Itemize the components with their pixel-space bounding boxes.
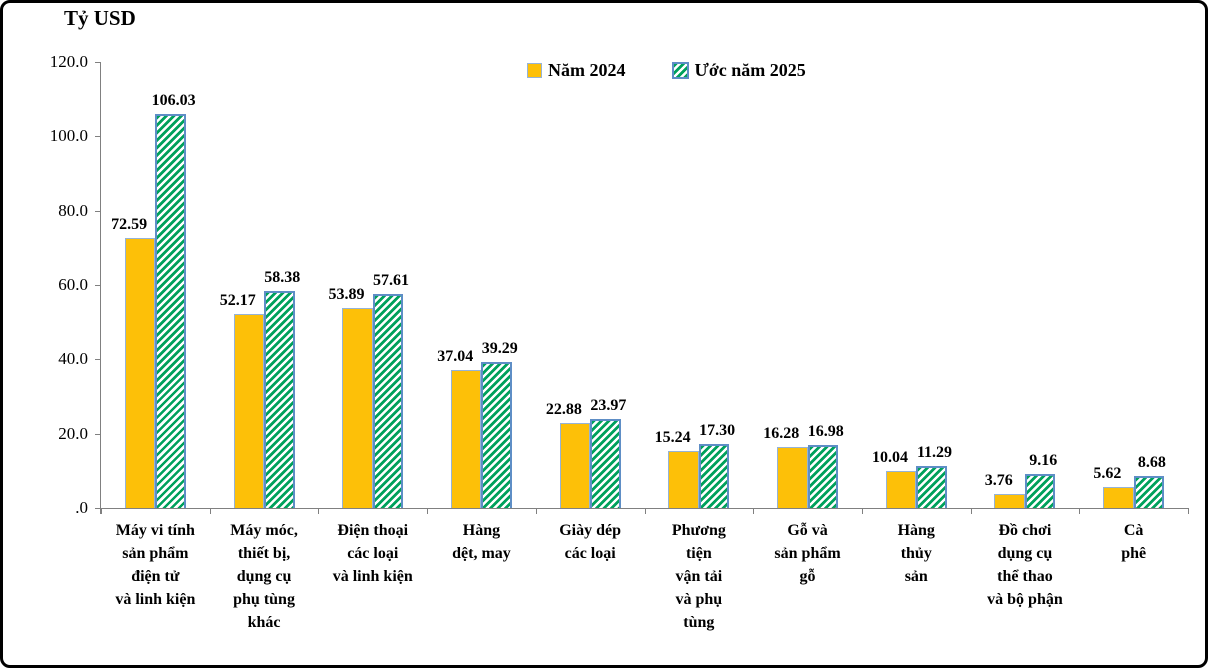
y-tick-label: 40.0 [58, 349, 88, 369]
value-label-2024: 53.89 [328, 285, 365, 303]
value-label-2024: 10.04 [872, 448, 908, 466]
category-label: Điện thoại các loại và linh kiện [332, 522, 413, 585]
y-tick-mark [95, 285, 101, 286]
y-tick-label: 20.0 [58, 423, 88, 443]
legend-label-2024: Năm 2024 [548, 60, 626, 80]
bar-2024 [994, 494, 1025, 508]
y-tick-label: 80.0 [58, 200, 88, 220]
legend-swatch-2025-icon [671, 62, 689, 79]
x-tick-mark [1188, 508, 1189, 514]
chart-title: Tỷ USD [64, 6, 136, 30]
value-label-2025: 58.38 [264, 269, 301, 287]
category-label: Cà phê [1121, 522, 1147, 562]
category-label: Máy vi tính sản phẩm điện tử và linh kiệ… [115, 522, 196, 608]
x-tick-mark [861, 508, 863, 514]
value-label-2025: 17.30 [699, 421, 736, 439]
y-tick-mark [95, 62, 101, 63]
category-label: Giày dép các loại [559, 522, 622, 562]
y-tick-label: .0 [75, 498, 88, 517]
value-label-2024: 52.17 [219, 292, 256, 310]
bar-2024 [1103, 487, 1134, 508]
y-tick-mark [95, 359, 101, 361]
y-tick-label: 100.0 [49, 126, 88, 146]
x-tick-mark [209, 508, 211, 514]
legend-item-2024: Năm 2024 [527, 60, 626, 81]
y-tick-label: 120.0 [49, 52, 88, 71]
value-label-2024: 72.59 [111, 216, 148, 234]
x-tick-mark [644, 508, 646, 514]
value-label-2025: 16.98 [807, 422, 844, 440]
bar-2024 [777, 447, 808, 508]
y-tick-label: 60.0 [58, 275, 88, 294]
legend: Năm 2024 Ước năm 2025 [527, 60, 806, 81]
bar-2025 [155, 113, 186, 508]
value-label-2024: 22.88 [545, 400, 582, 418]
value-label-2024: 15.24 [654, 429, 691, 447]
bar-2025 [807, 444, 839, 508]
value-label-2024: 37.04 [437, 348, 474, 366]
value-label-2025: 8.68 [1137, 453, 1166, 471]
x-tick-mark [753, 508, 755, 514]
x-tick-mark [535, 508, 537, 514]
value-label-2024: 3.76 [984, 472, 1013, 490]
bar-2025 [590, 418, 621, 508]
x-tick-mark [1079, 508, 1081, 514]
value-label-2025: 23.97 [590, 396, 627, 414]
legend-item-2025: Ước năm 2025 [671, 60, 806, 81]
bar-2025 [481, 361, 512, 508]
bar-2024 [233, 314, 265, 508]
bar-2024 [885, 470, 917, 508]
value-label-2025: 39.29 [481, 339, 518, 357]
category-label: Hàng thủy sản [897, 522, 935, 585]
value-label-2024: 5.62 [1093, 465, 1122, 483]
y-tick-mark [95, 508, 101, 509]
category-label: Đồ chơi dụng cụ thể thao và bộ phận [987, 522, 1063, 608]
y-tick-mark [95, 210, 101, 212]
category-label: Máy móc, thiết bị, dụng cụ phụ tùng khác [230, 522, 298, 631]
y-axis-line [100, 62, 101, 514]
value-label-2025: 106.03 [151, 91, 196, 109]
bar-2025 [372, 293, 404, 508]
bar-2024 [450, 370, 482, 508]
bar-2025 [1024, 473, 1056, 508]
value-label-2025: 57.61 [373, 271, 409, 289]
x-tick-mark [318, 508, 320, 514]
bar-2024 [559, 422, 591, 508]
y-tick-mark [95, 433, 101, 435]
bar-2024 [342, 307, 373, 508]
category-label: Phương tiện vận tải và phụ tùng [671, 522, 726, 631]
value-label-2025: 11.29 [916, 444, 953, 462]
y-tick-mark [95, 136, 101, 138]
value-label-2025: 9.16 [1029, 451, 1058, 469]
bar-2025 [698, 443, 730, 508]
bar-2025 [1133, 475, 1165, 508]
category-label: Gỗ và sản phẩm gỗ [774, 522, 841, 585]
bar-2024 [668, 451, 699, 508]
legend-swatch-2024-icon [527, 63, 542, 78]
x-axis-line [95, 508, 1188, 509]
bar-2025 [264, 291, 295, 508]
legend-label-2025: Ước năm 2025 [694, 60, 806, 80]
value-label-2024: 16.28 [763, 425, 800, 443]
x-tick-mark [427, 508, 429, 514]
bar-2024 [124, 238, 156, 508]
x-tick-mark [970, 508, 972, 514]
x-tick-mark [101, 508, 102, 514]
bar-2025 [916, 466, 947, 508]
category-label: Hàng dệt, may [452, 522, 511, 562]
